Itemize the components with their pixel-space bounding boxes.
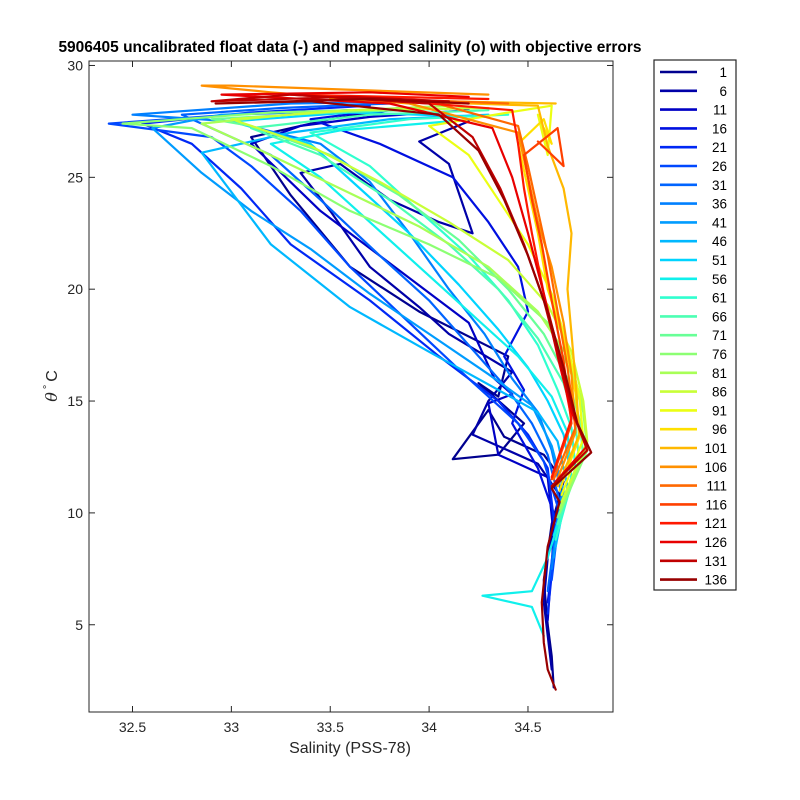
x-tick-label: 34 — [421, 719, 437, 735]
x-axis-label: Salinity (PSS-78) — [289, 740, 411, 757]
legend-label: 126 — [704, 535, 727, 550]
y-axis-label: θ ° C — [42, 370, 61, 402]
y-tick-label: 20 — [67, 281, 83, 297]
legend-label: 61 — [712, 291, 727, 306]
profile-line — [180, 102, 561, 593]
profile-line — [200, 113, 569, 548]
profile-line — [107, 109, 561, 582]
x-axis-ticks: 32.5 33 33.5 34 34.5 — [119, 61, 542, 735]
legend-label: 66 — [712, 309, 727, 324]
x-tick-label: 33.5 — [317, 719, 344, 735]
series-lines — [107, 84, 593, 691]
legend-items: 1611162126313641465156616671768186919610… — [660, 65, 727, 588]
y-axis-label-unit: C — [44, 370, 61, 382]
profile-line — [210, 106, 585, 519]
legend-label: 21 — [712, 140, 727, 155]
y-tick-label: 30 — [67, 57, 83, 73]
legend-label: 31 — [712, 178, 727, 193]
y-tick-label: 25 — [67, 169, 83, 185]
legend-label: 41 — [712, 215, 727, 230]
legend-label: 36 — [712, 197, 727, 212]
legend-label: 76 — [712, 347, 727, 362]
legend-label: 106 — [704, 460, 727, 475]
legend-label: 121 — [704, 516, 727, 531]
legend-label: 1 — [719, 65, 727, 80]
legend-label: 46 — [712, 234, 727, 249]
plot-area: 32.5 33 33.5 34 34.5 5 10 15 20 25 30 — [67, 57, 614, 735]
legend-label: 6 — [719, 84, 727, 99]
profile-line — [131, 100, 563, 570]
legend-label: 136 — [704, 573, 727, 588]
legend-label: 86 — [712, 385, 727, 400]
legend-label: 16 — [712, 121, 727, 136]
profile-line — [141, 104, 557, 615]
legend: 1611162126313641465156616671768186919610… — [653, 59, 737, 591]
legend-label: 111 — [706, 479, 727, 494]
legend-label: 91 — [712, 403, 727, 418]
profile-line — [230, 106, 589, 503]
legend-label: 131 — [704, 554, 727, 569]
legend-label: 71 — [712, 328, 727, 343]
legend-label: 81 — [712, 366, 727, 381]
legend-label: 11 — [713, 103, 727, 118]
legend-label: 96 — [712, 422, 727, 437]
y-tick-label: 10 — [67, 505, 83, 521]
legend-label: 26 — [712, 159, 727, 174]
x-tick-label: 33 — [224, 719, 240, 735]
y-axis-label-degree: ° — [42, 385, 54, 389]
x-tick-label: 34.5 — [514, 719, 541, 735]
profile-line — [269, 120, 573, 637]
y-axis-ticks: 5 10 15 20 25 30 — [67, 57, 613, 633]
y-axis-label-theta: θ — [42, 392, 61, 402]
chart-title: 5906405 uncalibrated float data (-) and … — [58, 39, 641, 56]
y-tick-label: 5 — [75, 617, 83, 633]
x-tick-label: 32.5 — [119, 719, 146, 735]
legend-label: 56 — [712, 272, 727, 287]
legend-label: 51 — [712, 253, 727, 268]
legend-label: 101 — [704, 441, 727, 456]
profile-line — [309, 106, 559, 604]
profile-line — [214, 97, 593, 691]
axes-frame — [88, 60, 614, 713]
legend-label: 116 — [705, 497, 727, 512]
y-tick-label: 15 — [67, 393, 83, 409]
profile-line — [428, 104, 585, 497]
profile-line — [151, 109, 565, 559]
